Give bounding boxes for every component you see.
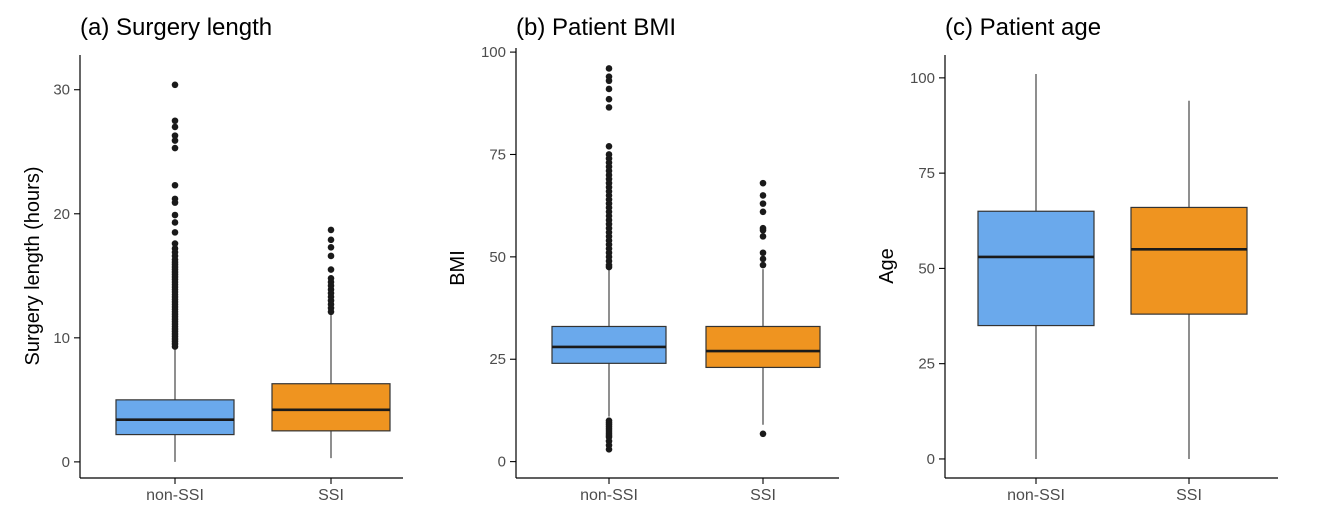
iqr-box xyxy=(977,210,1095,327)
outlier-point xyxy=(327,266,335,273)
outlier-point xyxy=(327,226,335,234)
outlier-point xyxy=(171,117,179,125)
iqr-box xyxy=(551,325,667,364)
panel-surgery-length: (a) Surgery length Surgery length (hours… xyxy=(22,14,403,504)
outlier-point xyxy=(605,417,613,424)
plot-area xyxy=(115,81,391,462)
outlier-point xyxy=(759,430,767,438)
outlier-point xyxy=(759,200,767,207)
y-tick-label: 0 xyxy=(62,454,70,471)
outlier-point xyxy=(171,132,179,139)
outlier-point xyxy=(605,73,613,80)
panel-patient-age: (c) Patient age Age non-SSI SSI 0 25 50 75 1… xyxy=(876,14,1278,504)
outlier-point xyxy=(759,255,767,263)
x-tick-label: non-SSI xyxy=(1007,487,1065,504)
outlier-point xyxy=(605,104,613,111)
x-tick-label: SSI xyxy=(318,487,344,504)
y-tick-label: 30 xyxy=(53,82,70,99)
box-ssi xyxy=(1130,100,1248,459)
outlier-point xyxy=(327,274,335,282)
outlier-point xyxy=(171,245,179,252)
outlier-point xyxy=(327,236,335,244)
outlier-point xyxy=(171,229,179,236)
x-tick-label: SSI xyxy=(1176,487,1202,504)
outlier-point xyxy=(759,249,767,257)
y-tick-label: 100 xyxy=(481,44,506,61)
outlier-point xyxy=(171,195,179,203)
iqr-box xyxy=(1130,206,1248,315)
outlier-point xyxy=(171,219,179,226)
iqr-box xyxy=(115,399,235,436)
box-non-ssi xyxy=(115,81,235,462)
outlier-point xyxy=(605,65,613,72)
box-non-ssi xyxy=(551,65,667,453)
y-axis-label: Surgery length (hours) xyxy=(22,167,44,366)
y-axis-label: BMI xyxy=(447,250,469,286)
outlier-point xyxy=(605,95,613,103)
y-tick-label: 25 xyxy=(918,356,935,373)
y-tick-label: 75 xyxy=(489,146,506,163)
outlier-point xyxy=(171,211,179,219)
box-ssi xyxy=(705,179,821,438)
y-tick-label: 0 xyxy=(927,451,935,468)
outlier-point xyxy=(759,192,767,199)
plot-area xyxy=(551,65,821,453)
outlier-point xyxy=(171,81,179,89)
y-tick-label: 100 xyxy=(910,70,935,87)
outlier-point xyxy=(171,240,179,247)
iqr-box xyxy=(705,325,821,369)
panel-title: (b) Patient BMI xyxy=(516,14,676,41)
y-tick-label: 10 xyxy=(53,330,70,347)
y-tick-label: 20 xyxy=(53,206,70,223)
outlier-point xyxy=(171,181,179,189)
iqr-box xyxy=(271,383,391,432)
box-ssi xyxy=(271,226,391,459)
y-tick-label: 50 xyxy=(918,260,935,277)
box-non-ssi xyxy=(977,74,1095,459)
y-tick-label: 25 xyxy=(489,351,506,368)
outlier-point xyxy=(171,123,179,131)
panel-title: (a) Surgery length xyxy=(80,14,272,41)
panel-patient-bmi: (b) Patient BMI BMI non-SSI SSI 0 25 50 75 1… xyxy=(447,14,839,504)
x-tick-label: non-SSI xyxy=(146,487,204,504)
outlier-point xyxy=(759,208,767,216)
x-tick-label: SSI xyxy=(750,487,776,504)
panel-title: (c) Patient age xyxy=(945,14,1101,41)
y-tick-label: 50 xyxy=(489,249,506,266)
outlier-point xyxy=(605,142,613,150)
x-tick-label: non-SSI xyxy=(580,487,638,504)
outlier-point xyxy=(327,252,335,260)
outlier-point xyxy=(171,144,179,152)
outlier-point xyxy=(759,233,767,240)
y-tick-label: 0 xyxy=(498,454,506,471)
y-tick-label: 75 xyxy=(918,165,935,182)
outlier-point xyxy=(759,261,767,269)
y-axis-label: Age xyxy=(876,248,898,284)
outlier-point xyxy=(605,85,613,93)
outlier-point xyxy=(171,137,179,144)
outlier-point xyxy=(327,243,335,251)
outlier-point xyxy=(759,179,767,187)
outlier-point xyxy=(759,224,767,232)
outlier-point xyxy=(605,151,613,158)
plot-area xyxy=(977,74,1248,459)
